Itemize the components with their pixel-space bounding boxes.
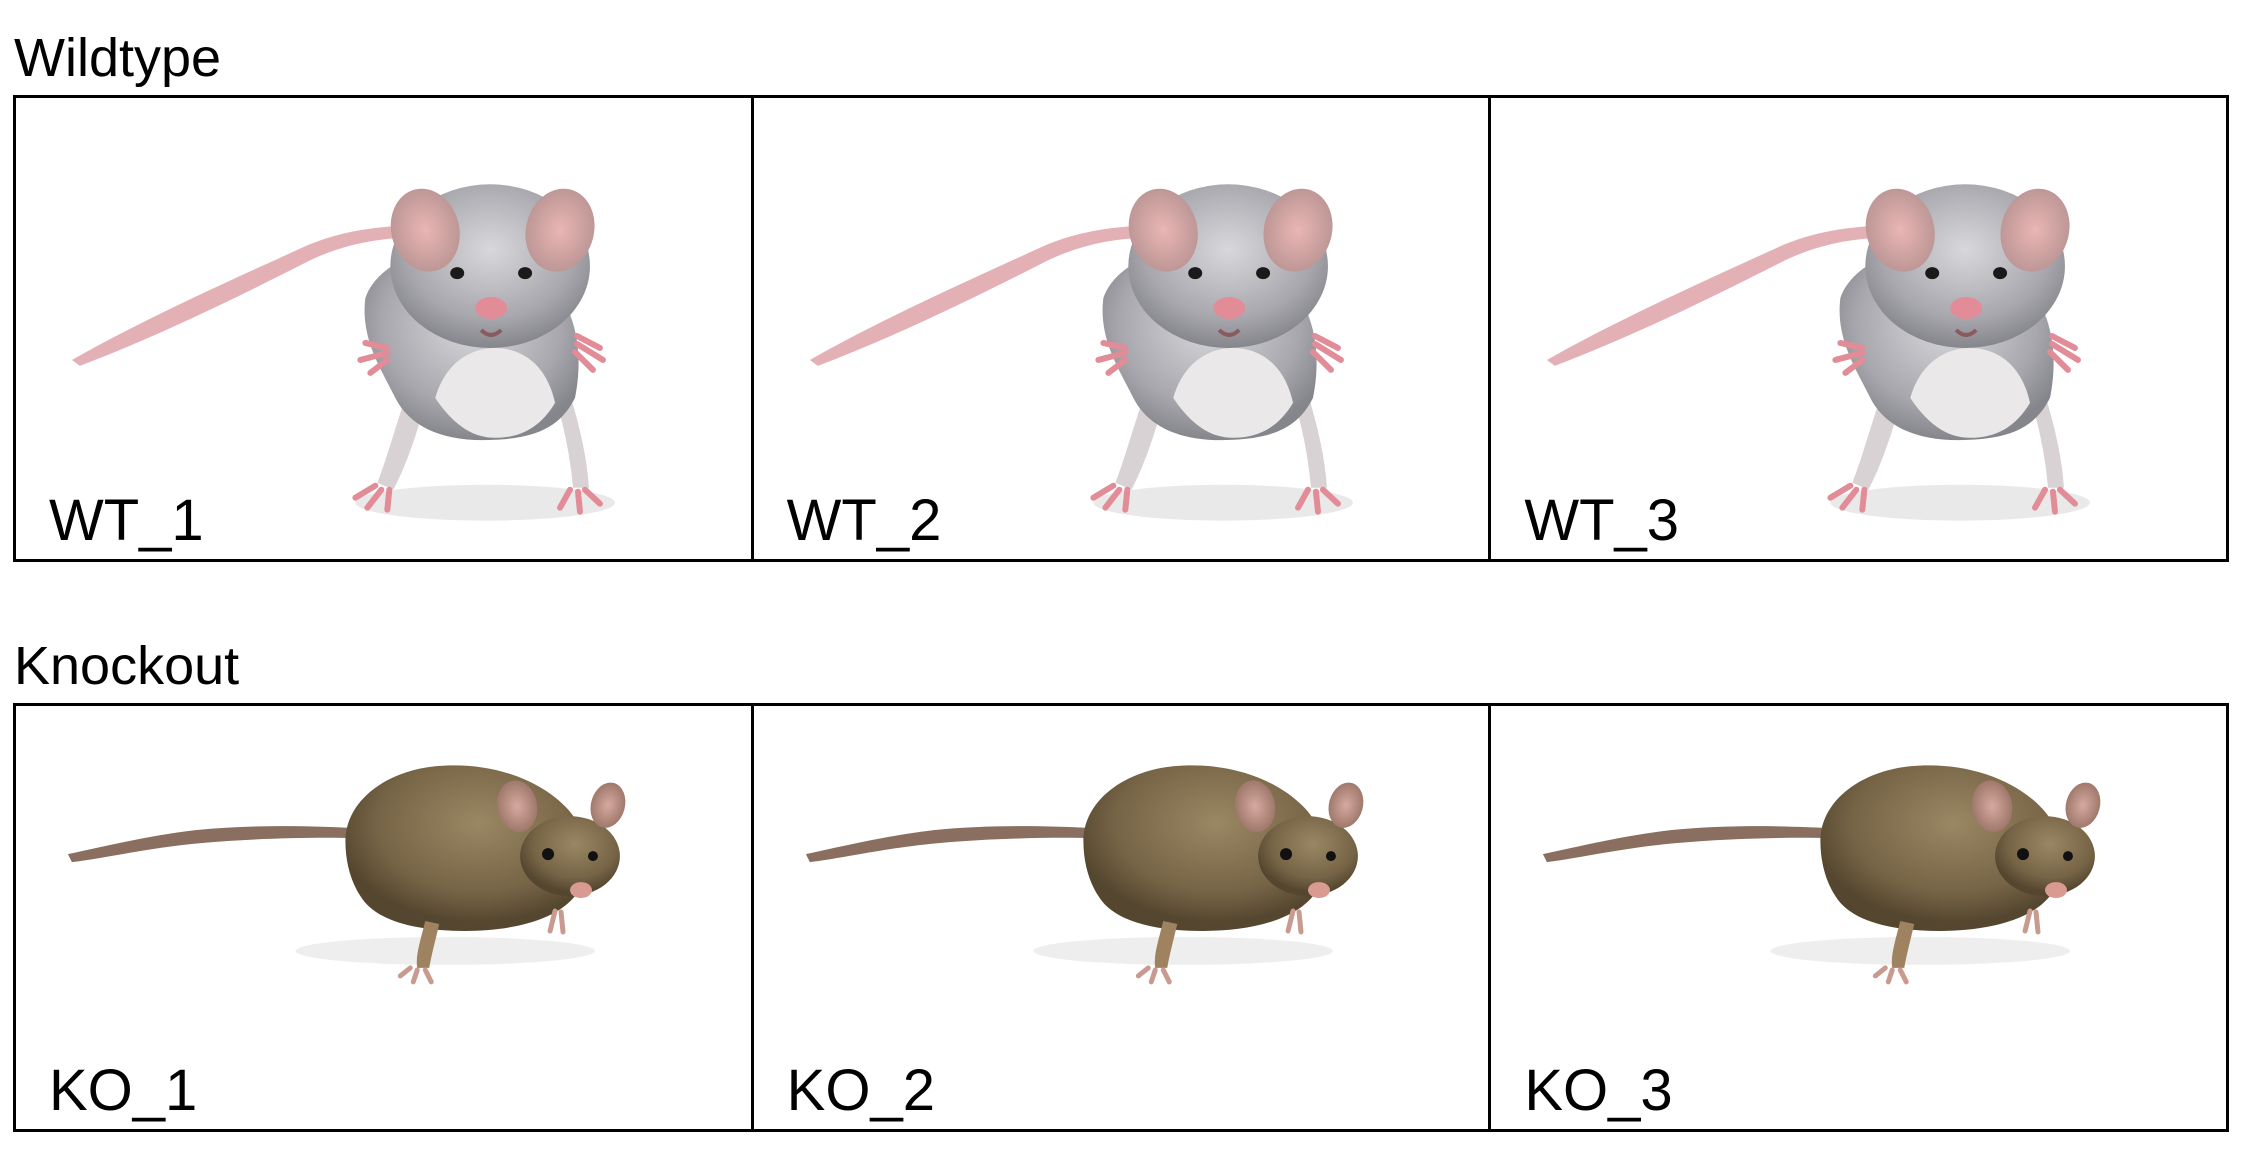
knockout-panel-2: KO_2: [754, 706, 1492, 1129]
brown-mouse-image: [1543, 765, 2101, 985]
gray-mouse-image: [1547, 184, 2091, 521]
wildtype-panel-row: WT_1 WT_2: [13, 95, 2229, 562]
knockout-title: Knockout: [14, 636, 240, 696]
knockout-panel-3: KO_3: [1491, 706, 2226, 1129]
knockout-panel-1: KO_1: [16, 706, 754, 1129]
brown-mouse-image: [67, 765, 626, 985]
wildtype-label-2: WT_2: [786, 488, 942, 553]
knockout-label-1: KO_1: [49, 1058, 198, 1123]
wildtype-label-1: WT_1: [49, 488, 204, 553]
gray-mouse-image: [71, 184, 615, 521]
knockout-label-3: KO_3: [1524, 1058, 1673, 1123]
knockout-panel-row: KO_1 KO_2: [13, 703, 2229, 1132]
knockout-label-2: KO_2: [786, 1058, 935, 1123]
wildtype-panel-2: WT_2: [754, 98, 1492, 559]
gray-mouse-image: [809, 184, 1353, 521]
wildtype-title: Wildtype: [14, 28, 222, 88]
brown-mouse-image: [805, 765, 1364, 985]
wildtype-panel-3: WT_3: [1491, 98, 2226, 559]
wildtype-panel-1: WT_1: [16, 98, 754, 559]
wildtype-label-3: WT_3: [1524, 488, 1680, 553]
